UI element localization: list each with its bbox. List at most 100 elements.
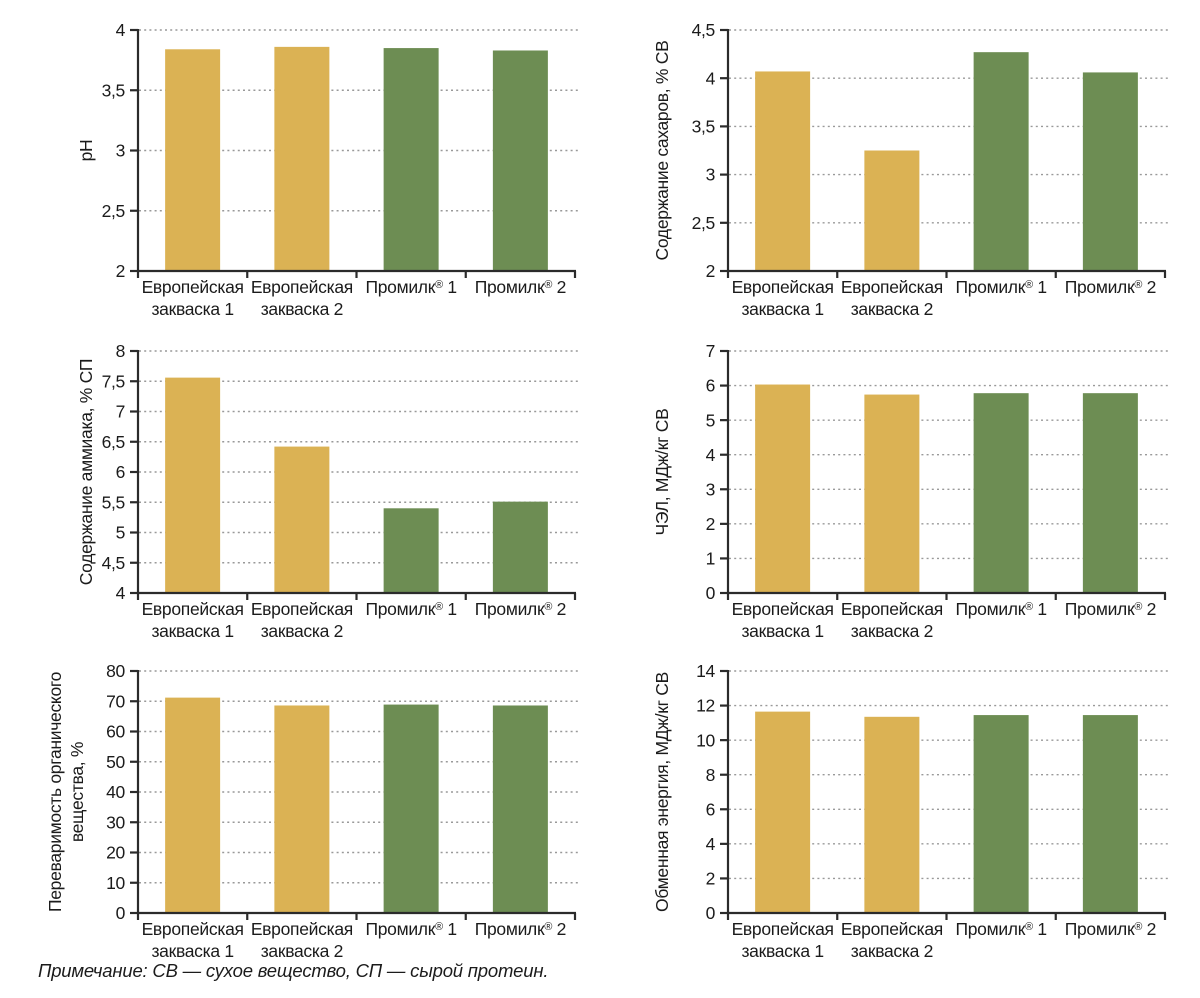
category-label: Промилк® 2 [475,599,566,619]
y-tick-label: 0 [706,583,716,603]
bar [755,384,811,593]
category-label: Промилк® 1 [365,277,456,297]
category-label: Европейская [732,277,834,297]
y-tick-label: 7,5 [102,371,125,391]
bar [383,704,439,913]
bar [864,394,920,593]
category-label: закваска 1 [741,299,823,319]
category-label: Промилк® 2 [475,919,566,939]
category-label: Европейская [841,599,943,619]
y-tick-label: 40 [106,782,125,802]
y-tick-label: 5 [116,523,125,543]
category-label: Промилк® 2 [475,277,566,297]
category-label: закваска 2 [851,621,933,641]
bar [165,697,221,913]
chart-net-energy-lactation: 0 1 2 3 4 5 6 7 Европейская закваска 1 Европейская… [600,330,1200,650]
y-axis-title: Обменная энергия, МДж/кг СВ [652,672,672,912]
bar [864,150,920,271]
y-tick-label: 4 [116,583,126,603]
y-axis-title: Переваримость органического [45,672,65,912]
chart-organic-matter-digestibility: 0 10 20 30 40 50 60 70 80 Европейская закваска 1 Ев… [0,650,600,970]
y-tick-label: 6 [706,376,715,396]
category-label: закваска 2 [851,941,933,961]
y-axis-title: Содержание сахаров, % СВ [652,41,672,261]
category-label: закваска 2 [261,299,343,319]
y-tick-label: 2,5 [102,201,125,221]
category-label: закваска 1 [741,621,823,641]
category-label: Промилк® 2 [1065,919,1156,939]
category-label: закваска 1 [151,941,233,961]
category-label: Промилк® 1 [955,277,1046,297]
y-axis-title: вещества, % [67,742,87,842]
bar [492,50,548,271]
y-tick-label: 20 [106,843,125,863]
bar [165,49,221,271]
y-axis-title: Содержание аммиака, % СП [76,359,96,585]
y-tick-label: 0 [706,903,716,923]
y-tick-label: 3,5 [692,117,715,137]
y-axis-title: ЧЭЛ, МДж/кг СВ [652,409,672,536]
bar [973,715,1029,913]
y-tick-label: 4 [706,445,716,465]
bar [165,377,221,593]
y-tick-label: 12 [696,696,715,716]
category-label: Промилк® 2 [1065,599,1156,619]
y-tick-label: 2 [706,261,715,281]
bar [492,501,548,593]
charts-grid: 2 2,5 3 3,5 4 Европейская закваска 1 Европейска… [0,20,1200,970]
bar [755,71,811,272]
y-tick-label: 70 [106,691,125,711]
y-tick-label: 4 [706,834,716,854]
y-tick-label: 2,5 [692,213,715,233]
footnote: Примечание: СВ — сухое вещество, СП — сы… [38,960,549,981]
category-label: закваска 2 [261,941,343,961]
y-tick-label: 7 [706,341,715,361]
bar [864,716,920,913]
bar [1082,715,1138,913]
y-tick-label: 1 [706,549,715,569]
y-axis-title: pH [76,140,96,162]
category-label: закваска 1 [151,621,233,641]
category-label: Европейская [142,277,244,297]
y-tick-label: 10 [696,730,715,750]
y-tick-label: 3,5 [102,80,125,100]
category-label: Европейская [142,599,244,619]
category-label: Европейская [841,277,943,297]
bar [973,393,1029,593]
category-label: закваска 2 [851,299,933,319]
y-tick-label: 60 [106,722,125,742]
y-tick-label: 2 [116,261,125,281]
y-tick-label: 4,5 [692,20,715,40]
y-tick-label: 4 [116,20,126,40]
y-tick-label: 2 [706,869,715,889]
y-tick-label: 4 [706,68,716,88]
bar [274,705,330,913]
category-label: Европейская [142,919,244,939]
category-label: закваска 1 [741,941,823,961]
category-label: Европейская [251,919,353,939]
chart-ammonia-content: 4 4,5 5 5,5 6 6,5 7 7,5 8 Европейская закваска 1 Ев… [0,330,600,650]
bar [755,711,811,913]
bar [492,705,548,913]
category-label: Европейская [732,919,834,939]
y-tick-label: 3 [706,479,715,499]
category-label: закваска 1 [151,299,233,319]
y-tick-label: 80 [106,661,125,681]
bar [383,48,439,272]
y-tick-label: 8 [116,341,125,361]
category-label: Промилк® 1 [365,599,456,619]
y-tick-label: 30 [106,812,125,832]
bar [274,446,330,593]
y-tick-label: 0 [116,903,126,923]
y-tick-label: 5 [706,410,715,430]
y-tick-label: 7 [116,402,125,422]
y-tick-label: 14 [696,661,715,681]
y-tick-label: 3 [706,165,715,185]
category-label: Европейская [251,599,353,619]
y-tick-label: 5,5 [102,492,125,512]
